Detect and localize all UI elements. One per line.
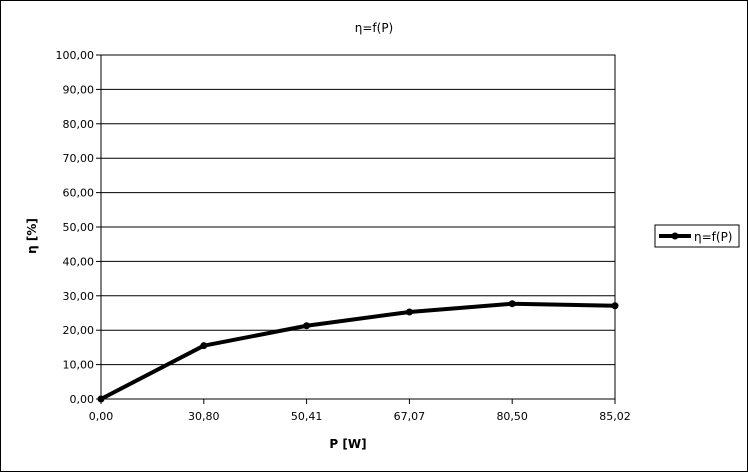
grid-lines xyxy=(101,54,615,400)
x-tick-label: 67,07 xyxy=(394,410,426,423)
y-tick-label: 50,00 xyxy=(63,221,95,234)
x-axis-ticks: 0,00 30,80 50,41 67,07 80,50 85,02 xyxy=(89,399,631,423)
y-tick-label: 70,00 xyxy=(63,152,95,165)
y-tick-label: 30,00 xyxy=(63,290,95,303)
data-point xyxy=(200,342,208,350)
legend-box xyxy=(654,224,740,248)
data-point xyxy=(97,395,105,403)
y-tick-label: 40,00 xyxy=(63,255,95,268)
legend-label: η=f(P) xyxy=(694,230,732,244)
series-layer xyxy=(97,300,619,403)
legend-marker-swatch xyxy=(671,232,679,240)
data-point xyxy=(611,302,619,310)
y-tick-label: 80,00 xyxy=(63,118,95,131)
y-tick-label: 20,00 xyxy=(63,324,95,337)
y-tick-label: 10,00 xyxy=(63,359,95,372)
chart-title: η=f(P) xyxy=(355,21,393,35)
y-axis-title: η [%] xyxy=(25,218,39,254)
y-tick-label: 100,00 xyxy=(56,49,95,62)
y-tick-label: 90,00 xyxy=(63,83,95,96)
y-tick-label: 60,00 xyxy=(63,187,95,200)
x-tick-label: 30,80 xyxy=(188,410,220,423)
data-point xyxy=(303,322,311,330)
x-tick-label: 80,50 xyxy=(496,410,528,423)
data-point xyxy=(405,308,413,316)
y-axis-ticks: 0,00 10,00 20,00 30,00 40,00 50,00 60,00 70,00 8… xyxy=(56,49,101,406)
x-tick-label: 0,00 xyxy=(89,410,114,423)
x-tick-label: 50,41 xyxy=(291,410,323,423)
y-tick-label: 0,00 xyxy=(70,393,95,406)
x-axis-title: P [W] xyxy=(329,437,366,451)
data-point xyxy=(508,300,516,308)
x-tick-label: 85,02 xyxy=(599,410,631,423)
legend: η=f(P) xyxy=(654,224,740,248)
series-line xyxy=(99,301,617,401)
